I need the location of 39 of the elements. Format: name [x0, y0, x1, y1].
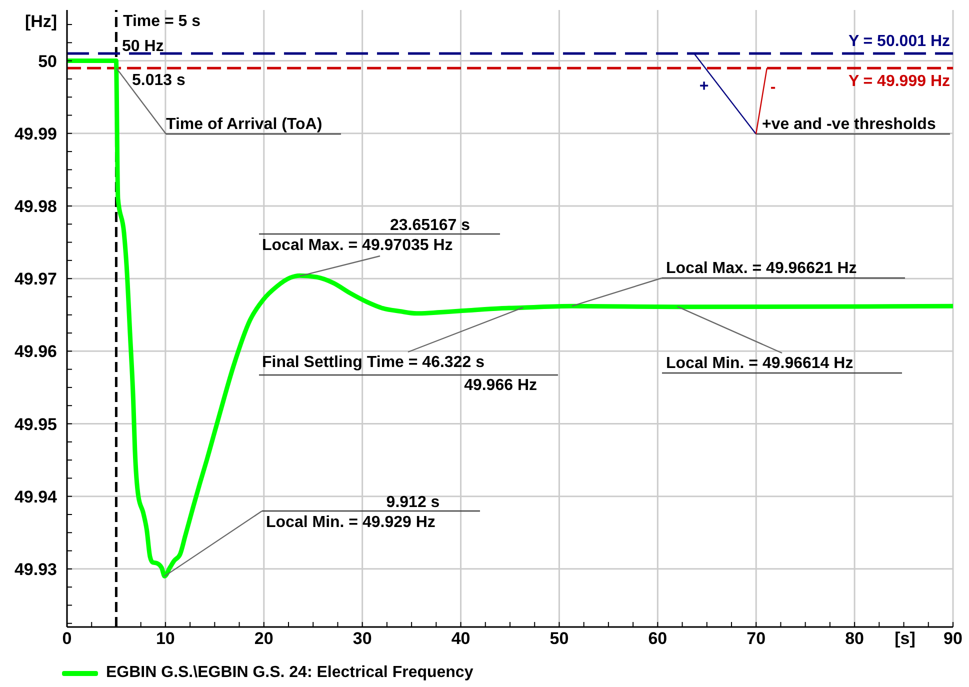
y-tick-label: 49.97	[14, 269, 57, 288]
x-tick-label: 10	[156, 628, 175, 648]
y-tick-label: 49.99	[14, 124, 57, 143]
x-axis-title: [s]	[894, 628, 916, 648]
annotation: Local Max. = 49.96621 Hz	[666, 260, 857, 276]
annotation: Final Settling Time = 46.322 s	[262, 354, 485, 370]
annotation: 5.013 s	[132, 72, 186, 88]
annotation: Local Max. = 49.97035 Hz	[262, 236, 453, 254]
x-tick-label: 0	[62, 628, 72, 648]
x-tick-label: 20	[254, 628, 274, 648]
y-tick-label: 49.95	[14, 414, 57, 434]
annotation: +	[699, 78, 709, 94]
y-tick-label: 49.93	[14, 559, 57, 578]
y-axis-title: [Hz]	[24, 12, 58, 30]
x-tick-label: 90	[944, 628, 962, 648]
x-tick-label: 50	[550, 628, 569, 648]
line-series	[67, 58, 953, 578]
annotation: Time of Arrival (ToA)	[166, 116, 322, 132]
annotation: 23.65167 s	[390, 216, 470, 234]
ref-line-label: Time = 5 s	[123, 12, 201, 30]
ref-line-label: Y = 49.999 Hz	[848, 72, 950, 90]
x-tick-label: 40	[451, 628, 470, 648]
legend-label: EGBIN G.S.\EGBIN G.S. 24: Electrical Frequency	[106, 664, 474, 682]
annotation: 9.912 s	[386, 494, 440, 510]
y-tick-label: 49.98	[14, 196, 57, 216]
y-tick-label: 49.94	[14, 486, 58, 506]
y-tick-label: 50	[38, 51, 57, 70]
ref-line-label: Y = 50.001 Hz	[848, 32, 950, 50]
y-tick-label: 49.96	[14, 342, 57, 361]
annotation: Local Min. = 49.96614 Hz	[666, 354, 854, 372]
x-tick-label: 70	[746, 628, 766, 648]
x-tick-label: 80	[845, 628, 864, 648]
annotation: -	[770, 78, 776, 96]
x-tick-label: 60	[648, 628, 668, 648]
annotation: 49.966 Hz	[464, 376, 537, 394]
annotation: +ve and -ve thresholds	[762, 116, 936, 132]
x-tick-label: 30	[352, 628, 372, 648]
annotation: 50 Hz	[122, 38, 164, 54]
annotation: Local Min. = 49.929 Hz	[266, 514, 436, 530]
